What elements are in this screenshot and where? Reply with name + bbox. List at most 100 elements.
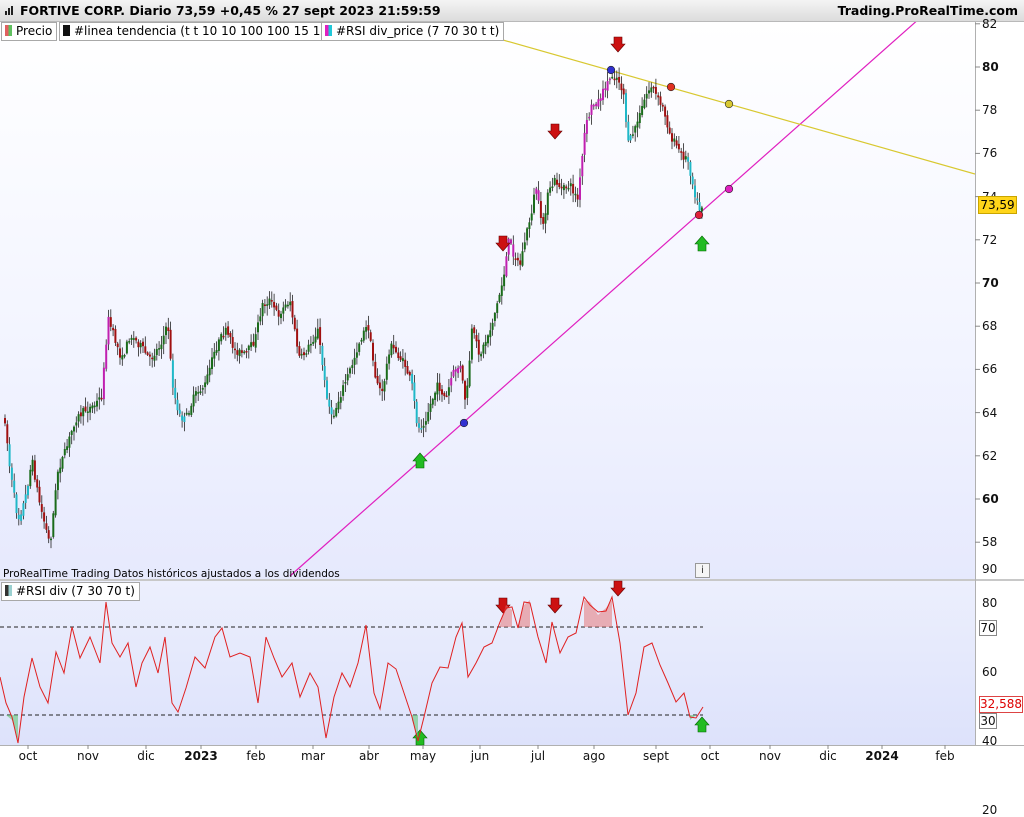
- candle-body: [66, 446, 69, 450]
- chart-canvas[interactable]: [0, 0, 1024, 768]
- candle-body: [629, 135, 632, 141]
- time-tick-label: mar: [301, 749, 325, 763]
- candle-body: [696, 198, 699, 201]
- instrument-title: FORTIVE CORP. Diario 73,59 +0,45 % 27 se…: [20, 3, 441, 18]
- price-tick-label: 62: [982, 448, 998, 463]
- divergence-point-marker: [724, 184, 734, 194]
- candle-body: [351, 365, 354, 369]
- candle-body: [392, 344, 395, 349]
- candle-body: [144, 346, 147, 353]
- rsi-panel[interactable]: [0, 581, 975, 745]
- candle-body: [482, 344, 485, 354]
- candle-body: [362, 330, 365, 341]
- candle-body: [326, 380, 328, 399]
- candle-body: [390, 343, 393, 356]
- candle-body: [316, 328, 319, 339]
- candle-body: [314, 336, 317, 343]
- price-tick-label: 70: [982, 276, 999, 290]
- price-tick-label: 60: [982, 492, 999, 506]
- candle-body: [261, 303, 264, 317]
- legend-rsi-div[interactable]: #RSI div (7 30 70 t): [1, 582, 140, 601]
- candle-body: [98, 397, 101, 400]
- candle-body: [135, 337, 138, 341]
- candle-body: [625, 93, 627, 122]
- candle-body: [388, 354, 391, 364]
- candle-body: [307, 344, 310, 352]
- buy-arrow-icon: [412, 729, 428, 746]
- time-tick-label: nov: [76, 749, 100, 763]
- price-panel[interactable]: [0, 22, 975, 580]
- candle-body: [280, 313, 282, 319]
- rsi-oversold-fill: [412, 715, 418, 738]
- candle-body: [569, 183, 572, 187]
- candle-body: [107, 316, 110, 345]
- candle-body: [137, 341, 140, 348]
- candle-body: [153, 355, 156, 361]
- price-tick-label: 68: [982, 319, 998, 334]
- candle-body: [84, 406, 87, 412]
- candle-body: [641, 106, 644, 115]
- rsi-tick-label: 40: [982, 734, 998, 748]
- candle-body: [452, 370, 455, 377]
- candle-body: [151, 357, 154, 360]
- candle-body: [183, 416, 186, 423]
- time-tick-label: sept: [643, 749, 669, 763]
- candle-body: [227, 326, 230, 335]
- legend-trendline[interactable]: #linea tendencia (t t 10 10 100 100 15 1…: [59, 22, 338, 41]
- candle-body: [599, 98, 602, 101]
- candle-body: [411, 373, 414, 384]
- price-tick-label: 58: [982, 535, 998, 550]
- candle-body: [500, 285, 503, 296]
- candle-body: [132, 338, 135, 340]
- candle-body: [429, 403, 432, 412]
- candle-body: [54, 490, 57, 516]
- candle-body: [236, 350, 239, 355]
- candle-body: [374, 361, 377, 378]
- rsi-last-value-tag: 32,588: [979, 696, 1023, 713]
- candle-body: [590, 104, 593, 115]
- candle-body: [381, 388, 384, 392]
- candle-body: [344, 382, 347, 384]
- rsi-tick-label: 20: [982, 803, 998, 817]
- candle-body: [395, 346, 397, 353]
- rsi-line: [0, 595, 704, 744]
- buy-arrow-icon: [694, 716, 710, 733]
- candle-body: [620, 83, 623, 91]
- candle-body: [171, 360, 174, 388]
- candle-body: [549, 187, 552, 193]
- candle-body: [684, 156, 687, 160]
- candle-body: [215, 350, 218, 353]
- rsi-level-low-tag: 30: [979, 713, 997, 729]
- candle-body: [636, 121, 639, 128]
- candle-body: [480, 353, 483, 357]
- legend-price[interactable]: Precio: [1, 22, 58, 41]
- candle-body: [562, 185, 565, 191]
- candle-body: [199, 391, 202, 393]
- time-tick-label: dic: [819, 749, 837, 763]
- time-axis[interactable]: [0, 745, 1024, 769]
- info-icon[interactable]: i: [695, 563, 710, 578]
- brand-link[interactable]: Trading.ProRealTime.com: [837, 3, 1018, 18]
- candle-body: [245, 350, 248, 353]
- candle-body: [560, 186, 563, 189]
- time-tick-label: oct: [18, 749, 38, 763]
- candle-body: [82, 408, 85, 417]
- candle-body: [539, 201, 542, 219]
- candle-body: [675, 140, 678, 146]
- candle-body: [17, 514, 20, 520]
- candle-body: [505, 256, 508, 277]
- candle-body: [167, 327, 170, 332]
- candle-body: [298, 346, 301, 356]
- candle-body: [229, 333, 232, 338]
- candle-body: [213, 351, 216, 359]
- candle-body: [466, 385, 469, 398]
- candle-body: [201, 388, 204, 390]
- panel-splitter[interactable]: [0, 579, 1024, 581]
- legend-rsi-div-price[interactable]: #RSI div_price (7 70 30 t t): [321, 22, 505, 41]
- candle-body: [521, 251, 524, 266]
- candle-body: [491, 322, 494, 330]
- candle-body: [583, 132, 586, 155]
- candle-body: [268, 298, 271, 306]
- candle-body: [337, 401, 340, 410]
- time-tick-label: 2024: [865, 749, 899, 763]
